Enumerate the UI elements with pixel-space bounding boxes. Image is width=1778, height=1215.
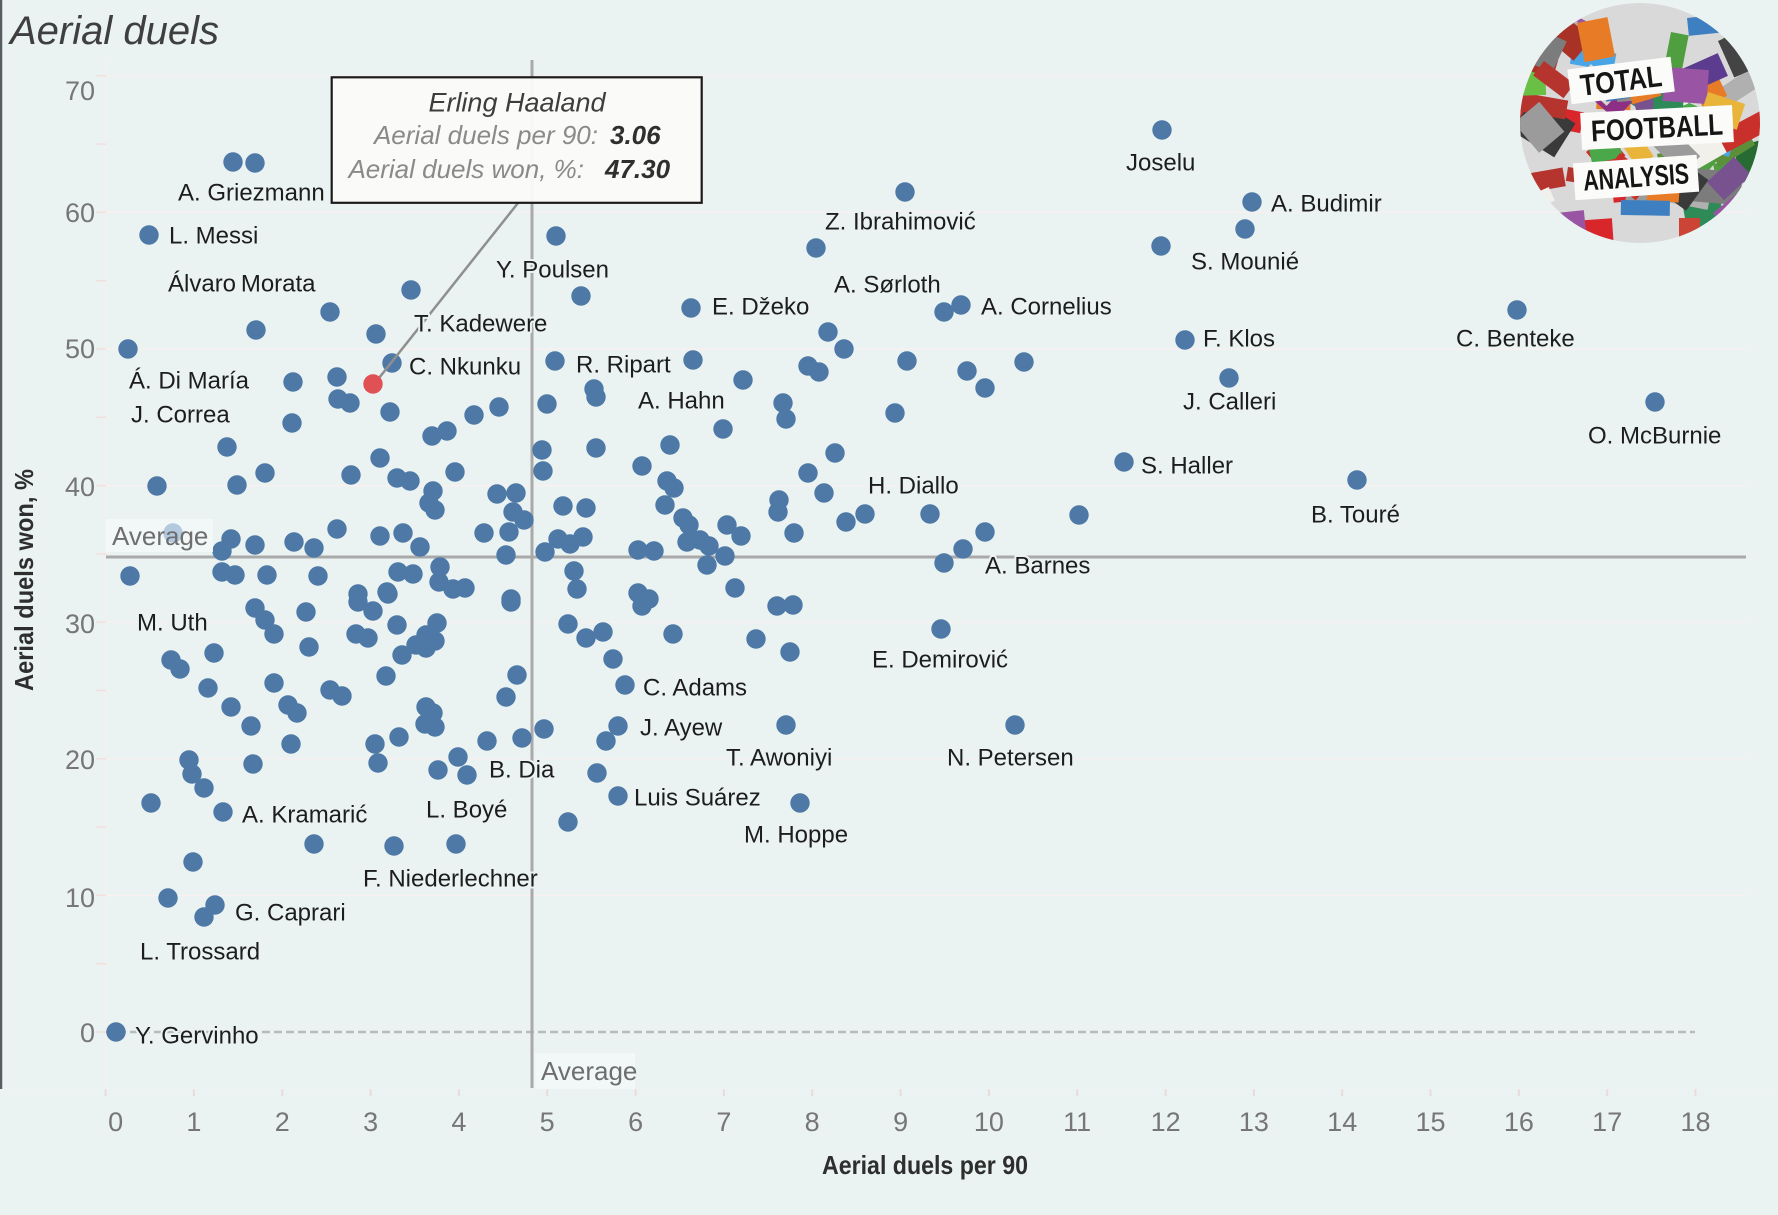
svg-text:R. Ripart: R. Ripart xyxy=(576,352,671,379)
svg-text:50: 50 xyxy=(65,334,95,364)
svg-text:B. Dia: B. Dia xyxy=(489,757,555,784)
svg-text:Á. Di María: Á. Di María xyxy=(129,368,250,395)
svg-text:12: 12 xyxy=(1151,1107,1181,1137)
svg-text:M. Hoppe: M. Hoppe xyxy=(744,822,848,849)
svg-text:Luis Suárez: Luis Suárez xyxy=(634,785,761,812)
svg-text:0: 0 xyxy=(80,1018,95,1048)
svg-text:J. Ayew: J. Ayew xyxy=(640,715,723,742)
svg-text:Average: Average xyxy=(112,521,208,551)
svg-text:11: 11 xyxy=(1063,1107,1091,1137)
svg-text:40: 40 xyxy=(65,472,95,502)
svg-text:5: 5 xyxy=(540,1107,555,1137)
svg-text:Aerial duels won, %: Aerial duels won, % xyxy=(9,469,39,691)
svg-text:C. Benteke: C. Benteke xyxy=(1456,326,1575,353)
svg-text:A. Kramarić: A. Kramarić xyxy=(242,802,367,829)
svg-text:47.30: 47.30 xyxy=(604,154,671,184)
svg-text:T. Kadewere: T. Kadewere xyxy=(414,311,547,338)
svg-text:18: 18 xyxy=(1680,1107,1710,1137)
svg-text:8: 8 xyxy=(805,1107,820,1137)
svg-text:7: 7 xyxy=(716,1107,731,1137)
svg-text:E. Džeko: E. Džeko xyxy=(712,294,809,321)
svg-text:H. Diallo: H. Diallo xyxy=(868,473,959,500)
svg-text:30: 30 xyxy=(65,609,95,639)
svg-text:Aerial duels: Aerial duels xyxy=(8,9,219,53)
svg-text:E. Demirović: E. Demirović xyxy=(872,647,1008,674)
svg-text:1: 1 xyxy=(186,1107,201,1137)
svg-text:C. Nkunku: C. Nkunku xyxy=(409,354,521,381)
svg-text:70: 70 xyxy=(65,76,95,106)
svg-text:S. Mounié: S. Mounié xyxy=(1191,249,1299,276)
svg-text:2: 2 xyxy=(275,1107,290,1137)
svg-text:14: 14 xyxy=(1327,1107,1357,1137)
svg-text:A. Hahn: A. Hahn xyxy=(638,388,725,415)
svg-text:S. Haller: S. Haller xyxy=(1141,453,1233,480)
svg-text:Erling Haaland: Erling Haaland xyxy=(428,88,606,118)
svg-text:A. Sørloth: A. Sørloth xyxy=(834,272,941,299)
svg-text:3.06: 3.06 xyxy=(610,120,661,150)
svg-text:16: 16 xyxy=(1504,1107,1534,1137)
svg-text:0: 0 xyxy=(108,1107,123,1137)
svg-text:T. Awoniyi: T. Awoniyi xyxy=(726,745,832,772)
svg-text:Álvaro Morata: Álvaro Morata xyxy=(168,271,316,298)
svg-text:FOOTBALL: FOOTBALL xyxy=(1590,109,1724,149)
svg-text:15: 15 xyxy=(1415,1107,1445,1137)
svg-text:A. Budimir: A. Budimir xyxy=(1271,191,1382,218)
svg-text:6: 6 xyxy=(628,1107,643,1137)
svg-text:Y. Gervinho: Y. Gervinho xyxy=(135,1023,259,1050)
svg-text:4: 4 xyxy=(451,1107,466,1137)
svg-text:F. Klos: F. Klos xyxy=(1203,326,1275,353)
svg-text:Y. Poulsen: Y. Poulsen xyxy=(496,257,609,284)
svg-text:L. Messi: L. Messi xyxy=(169,223,258,250)
svg-text:A. Barnes: A. Barnes xyxy=(985,553,1090,580)
svg-text:J. Calleri: J. Calleri xyxy=(1183,389,1276,416)
svg-text:Joselu: Joselu xyxy=(1126,150,1195,177)
svg-text:Aerial duels per 90: Aerial duels per 90 xyxy=(822,1150,1028,1180)
svg-text:A. Cornelius: A. Cornelius xyxy=(981,294,1112,321)
svg-text:B. Touré: B. Touré xyxy=(1311,502,1400,529)
svg-text:60: 60 xyxy=(65,198,95,228)
svg-text:C. Adams: C. Adams xyxy=(643,675,747,702)
svg-text:17: 17 xyxy=(1592,1107,1622,1137)
svg-text:N. Petersen: N. Petersen xyxy=(947,745,1074,772)
svg-text:G. Caprari: G. Caprari xyxy=(235,900,346,927)
svg-text:M. Uth: M. Uth xyxy=(137,610,208,637)
svg-text:ANALYSIS: ANALYSIS xyxy=(1582,158,1690,197)
svg-text:O. McBurnie: O. McBurnie xyxy=(1588,423,1721,450)
svg-text:20: 20 xyxy=(65,745,95,775)
svg-text:F. Niederlechner: F. Niederlechner xyxy=(363,866,538,893)
svg-text:10: 10 xyxy=(974,1107,1004,1137)
svg-text:A. Griezmann: A. Griezmann xyxy=(178,180,325,207)
svg-text:J. Correa: J. Correa xyxy=(131,402,230,429)
svg-text:10: 10 xyxy=(65,883,95,913)
svg-text:13: 13 xyxy=(1239,1107,1269,1137)
svg-text:3: 3 xyxy=(363,1107,378,1137)
svg-text:Aerial duels per 90:: Aerial duels per 90: xyxy=(372,120,598,150)
svg-text:L. Boyé: L. Boyé xyxy=(426,797,507,824)
svg-text:Average: Average xyxy=(541,1056,637,1086)
svg-text:Z. Ibrahimović: Z. Ibrahimović xyxy=(825,209,976,236)
svg-text:L. Trossard: L. Trossard xyxy=(140,939,260,966)
svg-text:9: 9 xyxy=(893,1107,908,1137)
svg-text:Aerial duels won, %:: Aerial duels won, %: xyxy=(346,154,584,184)
